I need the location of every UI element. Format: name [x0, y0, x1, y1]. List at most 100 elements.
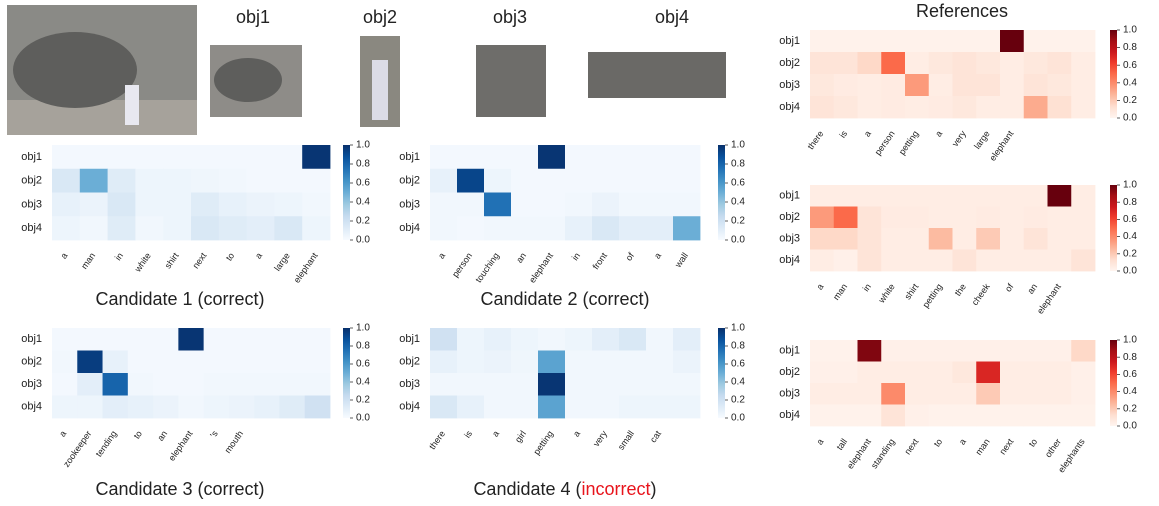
- heatmap-cell: [810, 404, 835, 427]
- column-label: an: [514, 251, 528, 265]
- colorbar-label: 0.6: [1123, 60, 1137, 71]
- heatmap-cell: [928, 340, 953, 362]
- column-label: a: [862, 129, 873, 139]
- column-label: to: [1027, 437, 1040, 449]
- heatmap-cell: [905, 52, 930, 75]
- heatmap-cell: [77, 328, 103, 351]
- colorbar-label: 0.0: [1123, 266, 1137, 277]
- heatmap: obj1 obj2 obj3 obj4 a man in white shirt petting t…: [779, 180, 1137, 316]
- heatmap-cell: [810, 96, 835, 119]
- heatmap-cell: [457, 350, 485, 374]
- heatmap-cell: [107, 192, 136, 217]
- heatmap-cell: [191, 145, 220, 170]
- obj-label: obj3: [493, 7, 527, 27]
- heatmap-cell: [457, 216, 485, 241]
- heatmap-cell: [511, 145, 539, 170]
- heatmap-cell: [1047, 228, 1072, 250]
- row-label: obj4: [399, 222, 420, 234]
- row-label: obj2: [21, 356, 42, 368]
- heatmap-cell: [673, 145, 701, 170]
- heatmap-cell: [1023, 30, 1048, 53]
- heatmap-cell: [565, 145, 593, 170]
- column-label: cheek: [970, 281, 992, 307]
- obj-label: obj2: [363, 7, 397, 27]
- heatmap-cell: [619, 216, 647, 241]
- heatmap-cell: [102, 373, 129, 396]
- heatmap-cell: [673, 373, 701, 396]
- colorbar: [1110, 340, 1117, 426]
- heatmap-cell: [952, 249, 977, 272]
- column-label: other: [1043, 437, 1063, 460]
- heatmap-cell: [881, 249, 906, 272]
- row-label: obj3: [399, 198, 420, 210]
- heatmap-cell: [928, 185, 953, 207]
- heatmap-cell: [279, 350, 306, 374]
- row-label: obj1: [779, 35, 800, 47]
- heatmap-cell: [810, 206, 835, 229]
- column-label: next: [998, 436, 1016, 456]
- heatmap-cell: [833, 185, 858, 207]
- heatmap-cell: [135, 192, 164, 217]
- heatmap-cell: [302, 145, 331, 170]
- column-label: next: [903, 436, 921, 456]
- heatmap-cell: [1047, 404, 1072, 427]
- colorbar-label: 0.4: [356, 197, 370, 208]
- heatmap-cell: [52, 168, 81, 193]
- heatmap-cell: [1047, 52, 1072, 75]
- heatmap-cell: [619, 395, 647, 419]
- heatmap-cell: [1071, 74, 1096, 97]
- heatmap-cell: [928, 96, 953, 119]
- row-label: obj4: [779, 409, 800, 421]
- heatmap-cell: [833, 96, 858, 119]
- heatmap-cell: [1071, 96, 1096, 119]
- heatmap-cell: [203, 395, 230, 419]
- column-label: standing: [869, 437, 897, 471]
- heatmap-cell: [1023, 74, 1048, 97]
- row-label: obj3: [779, 79, 800, 91]
- heatmap-cell: [952, 383, 977, 405]
- heatmap-cell: [1071, 340, 1096, 362]
- heatmap-cell: [178, 395, 205, 419]
- heatmap-cell: [905, 206, 930, 229]
- heatmap-cell: [857, 228, 882, 250]
- heatmap-cell: [178, 328, 205, 351]
- heatmap-cell: [511, 373, 539, 396]
- heatmap-cell: [565, 350, 593, 374]
- heatmap-cell: [592, 373, 620, 396]
- heatmap-cell: [77, 395, 103, 419]
- heatmap-cell: [1000, 228, 1025, 250]
- column-label: mouth: [223, 429, 246, 455]
- heatmap-cell: [976, 96, 1001, 119]
- heatmap-cell: [52, 192, 81, 217]
- heatmap-cell: [484, 168, 512, 193]
- colorbar-label: 0.6: [1123, 214, 1137, 225]
- caption: Candidate 4 (incorrect): [473, 479, 656, 499]
- heatmap-cell: [833, 340, 858, 362]
- heatmap-cell: [430, 216, 458, 241]
- column-label: elephant: [292, 250, 320, 284]
- heatmap-cell: [833, 52, 858, 75]
- heatmap-cell: [218, 192, 247, 217]
- heatmap-cell: [976, 361, 1001, 384]
- heatmap-cell: [163, 192, 192, 217]
- colorbar-label: 0.4: [731, 377, 745, 388]
- heatmap-cell: [153, 395, 179, 419]
- heatmap-cell: [1023, 206, 1048, 229]
- column-label: person: [450, 251, 474, 279]
- row-label: obj3: [779, 388, 800, 400]
- row-label: obj3: [779, 233, 800, 245]
- colorbar-label: 0.0: [731, 235, 745, 246]
- heatmap-cell: [857, 340, 882, 362]
- column-label: tending: [94, 429, 119, 459]
- colorbar: [718, 145, 725, 240]
- heatmap-cell: [881, 52, 906, 75]
- heatmap-cell: [1047, 96, 1072, 119]
- heatmap-cell: [163, 216, 192, 241]
- heatmap-cell: [484, 145, 512, 170]
- column-label: touching: [473, 251, 501, 285]
- photos: [7, 5, 726, 135]
- heatmap-cell: [857, 383, 882, 405]
- heatmap-cell: [1047, 206, 1072, 229]
